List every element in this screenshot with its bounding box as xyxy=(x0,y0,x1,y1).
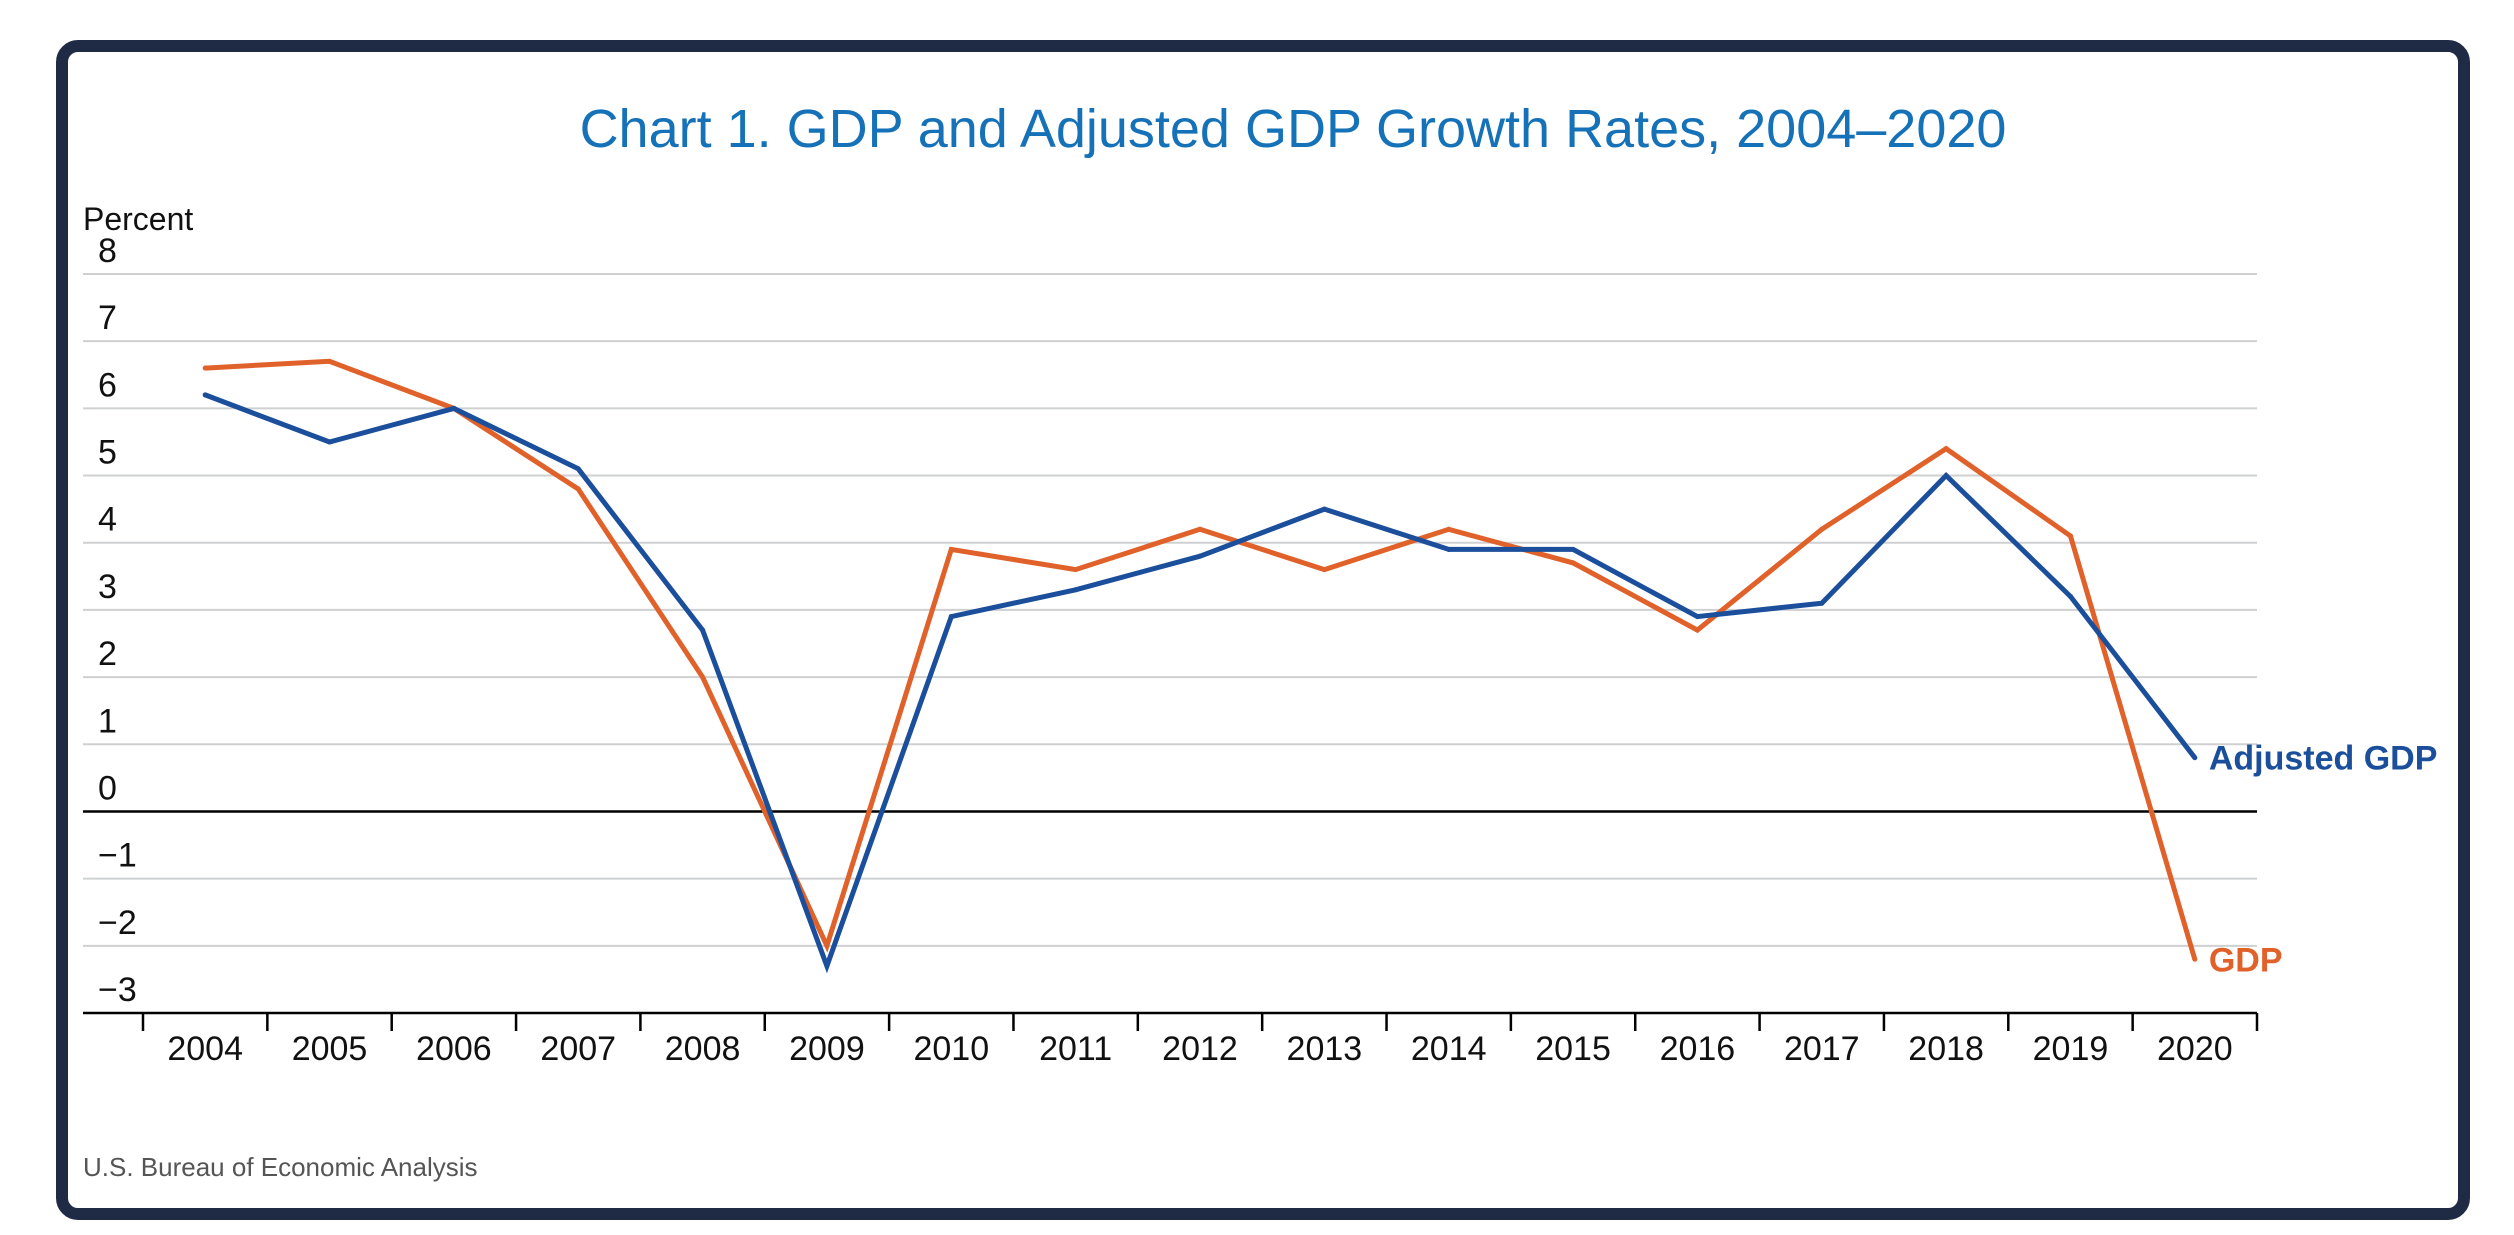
x-tick-label: 2007 xyxy=(540,1030,616,1068)
x-tick-label: 2016 xyxy=(1660,1030,1736,1068)
x-tick-label: 2017 xyxy=(1784,1030,1860,1068)
x-tick-label: 2011 xyxy=(1039,1030,1112,1068)
y-tick-label: 8 xyxy=(98,232,117,270)
data-point-adjusted-gdp xyxy=(2192,755,2198,761)
line-chart: Chart 1. GDP and Adjusted GDP Growth Rat… xyxy=(83,99,2438,1182)
data-point-gdp xyxy=(824,943,830,949)
chart-frame: Chart 1. GDP and Adjusted GDP Growth Rat… xyxy=(56,40,2470,1220)
data-point-adjusted-gdp xyxy=(202,392,208,398)
data-point-gdp xyxy=(1321,567,1327,573)
data-point-gdp xyxy=(1819,526,1825,532)
x-tick-label: 2004 xyxy=(167,1030,243,1068)
y-tick-label: 5 xyxy=(98,434,117,472)
y-tick-label: −1 xyxy=(98,837,137,875)
x-tick-label: 2019 xyxy=(2033,1030,2109,1068)
x-tick-label: 2008 xyxy=(665,1030,741,1068)
x-tick-label: 2006 xyxy=(416,1030,492,1068)
x-tick-label: 2020 xyxy=(2157,1030,2233,1068)
x-tick-label: 2010 xyxy=(913,1030,989,1068)
data-point-gdp xyxy=(1446,526,1452,532)
series-label-adjusted-gdp: Adjusted GDP xyxy=(2209,740,2438,778)
data-point-adjusted-gdp xyxy=(824,963,830,969)
data-point-gdp xyxy=(1197,526,1203,532)
data-point-gdp xyxy=(202,365,208,371)
x-tick-label: 2012 xyxy=(1162,1030,1238,1068)
data-point-gdp xyxy=(1570,560,1576,566)
data-point-gdp xyxy=(2192,956,2198,962)
y-tick-label: 2 xyxy=(98,635,117,673)
data-point-adjusted-gdp xyxy=(575,466,581,472)
data-point-adjusted-gdp xyxy=(327,439,333,445)
data-point-gdp xyxy=(1073,567,1079,573)
data-point-adjusted-gdp xyxy=(1321,506,1327,512)
y-tick-label: −3 xyxy=(98,971,137,1009)
series-line-gdp xyxy=(205,358,2198,961)
data-point-adjusted-gdp xyxy=(700,627,706,633)
series-label-gdp: GDP xyxy=(2209,941,2283,979)
data-point-gdp xyxy=(1694,627,1700,633)
y-tick-label: 4 xyxy=(98,501,117,539)
data-point-adjusted-gdp xyxy=(1197,553,1203,559)
data-point-adjusted-gdp xyxy=(1694,614,1700,620)
y-tick-label: 1 xyxy=(98,702,117,740)
data-point-adjusted-gdp xyxy=(1943,473,1949,479)
data-point-gdp xyxy=(948,546,954,552)
data-point-gdp xyxy=(700,674,706,680)
x-tick-label: 2018 xyxy=(1908,1030,1984,1068)
data-point-adjusted-gdp xyxy=(1073,587,1079,593)
x-tick-label: 2005 xyxy=(292,1030,368,1068)
y-tick-label: 7 xyxy=(98,299,117,337)
data-point-gdp xyxy=(1943,446,1949,452)
data-point-adjusted-gdp xyxy=(451,405,457,411)
x-tick-label: 2013 xyxy=(1287,1030,1363,1068)
data-point-adjusted-gdp xyxy=(1446,546,1452,552)
x-tick-label: 2009 xyxy=(789,1030,865,1068)
data-point-gdp xyxy=(327,358,333,364)
y-tick-label: −2 xyxy=(98,904,137,942)
y-axis-label: Percent xyxy=(83,201,193,237)
data-point-gdp xyxy=(2067,533,2073,539)
data-point-adjusted-gdp xyxy=(1570,546,1576,552)
data-point-adjusted-gdp xyxy=(2067,593,2073,599)
data-point-gdp xyxy=(575,486,581,492)
y-tick-label: 3 xyxy=(98,568,117,606)
x-tick-label: 2015 xyxy=(1535,1030,1611,1068)
source-note: U.S. Bureau of Economic Analysis xyxy=(83,1152,478,1182)
data-point-adjusted-gdp xyxy=(948,614,954,620)
data-point-adjusted-gdp xyxy=(1819,600,1825,606)
y-tick-label: 6 xyxy=(98,366,117,404)
chart-title: Chart 1. GDP and Adjusted GDP Growth Rat… xyxy=(580,99,2007,159)
y-tick-label: 0 xyxy=(98,769,117,807)
x-tick-label: 2014 xyxy=(1411,1030,1487,1068)
